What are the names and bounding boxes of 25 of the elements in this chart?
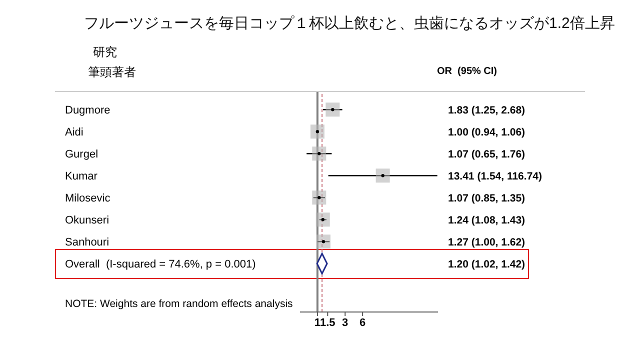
x-tick-label: 1 [314,316,321,329]
x-tick-label: 6 [360,316,366,329]
y-tick-label: Aidi [65,126,84,139]
text: OR (95% CI) [437,66,498,77]
text: 1.07 (0.65, 1.76) [448,148,526,161]
y-tick-label: Sanhouri [65,236,110,249]
text: 1.83 (1.25, 2.68) [448,104,526,117]
y-tick-label: Milosevic [65,192,111,205]
text: 1.27 (1.00, 1.62) [448,236,526,249]
y-tick-label: Kumar [65,170,98,183]
text: 筆頭著者 [88,64,136,81]
text: 1.00 (0.94, 1.06) [448,126,526,139]
text: NOTE: Weights are from random effects analysis [65,298,293,310]
y-tick-label: Gurgel [65,148,98,161]
text: 1.07 (0.85, 1.35) [448,192,526,205]
text: 1.24 (1.08, 1.43) [448,214,526,227]
text: 1.20 (1.02, 1.42) [448,258,526,271]
chart-title: フルーツジュースを毎日コップ１杯以上飲むと、虫歯になるオッズが1.2倍上昇 [84,14,615,33]
x-tick-label: 3 [342,316,348,329]
text: 研究 [93,44,117,61]
y-tick-label: Dugmore [65,104,110,117]
text: 13.41 (1.54, 116.74) [448,170,542,183]
y-tick-label: Okunseri [65,214,110,227]
x-tick-label: 1.5 [320,316,336,329]
y-tick-label: Overall (I-squared = 74.6%, p = 0.001) [65,258,256,271]
